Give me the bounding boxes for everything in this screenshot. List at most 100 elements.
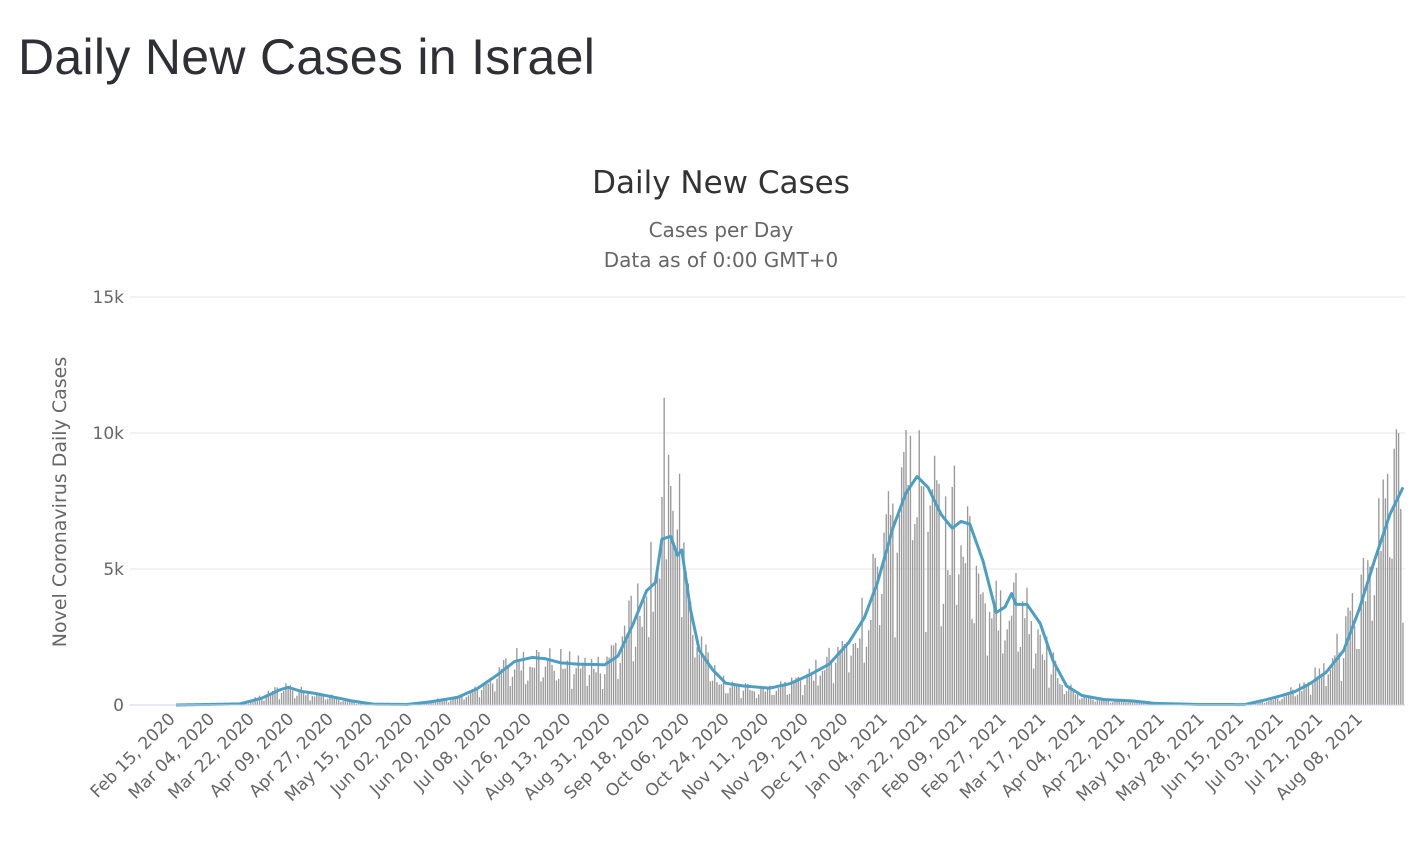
bar	[302, 691, 305, 705]
bar	[933, 455, 936, 705]
bar	[859, 638, 861, 705]
bar	[747, 683, 749, 705]
bar	[327, 698, 329, 705]
bar	[1320, 675, 1323, 705]
bar	[518, 661, 520, 705]
bar	[947, 570, 949, 705]
bar	[993, 599, 995, 705]
bar	[1061, 684, 1063, 705]
bar	[280, 692, 283, 705]
bar	[839, 650, 841, 705]
bar	[1378, 498, 1380, 705]
bar	[810, 674, 813, 705]
bar	[628, 600, 630, 705]
bar	[1389, 557, 1391, 705]
y-axis-ticks: 0 5k 10k 15k	[93, 288, 125, 716]
bar	[641, 626, 643, 705]
bar	[318, 695, 320, 705]
bar	[1059, 683, 1061, 705]
bar	[285, 683, 287, 705]
bar	[709, 681, 712, 705]
bar	[738, 683, 740, 705]
bar	[1085, 696, 1088, 705]
bar	[454, 696, 456, 705]
bar	[799, 680, 802, 705]
bar	[1391, 558, 1393, 705]
bar	[999, 590, 1002, 705]
bar	[645, 596, 648, 705]
bar	[505, 658, 507, 705]
bar	[1325, 686, 1327, 705]
bar	[307, 693, 309, 705]
bar	[795, 677, 797, 705]
bar	[265, 696, 267, 705]
bar	[1268, 700, 1270, 705]
bar	[733, 682, 736, 705]
bar	[1386, 473, 1389, 705]
bar	[634, 646, 637, 705]
bar	[931, 489, 934, 705]
bar	[1090, 697, 1092, 705]
bar	[960, 545, 962, 705]
bar	[1125, 702, 1127, 705]
bar	[766, 688, 769, 705]
bar	[964, 563, 967, 705]
bar	[487, 683, 489, 705]
bar	[755, 698, 758, 705]
bar	[744, 683, 747, 705]
bar	[714, 665, 716, 705]
bar	[507, 667, 509, 705]
bar	[782, 684, 784, 705]
bar	[1118, 700, 1121, 705]
bar	[841, 641, 843, 705]
bar	[1142, 702, 1145, 705]
bar	[445, 700, 448, 705]
bar	[478, 697, 481, 705]
bar	[1294, 696, 1296, 705]
bar	[1375, 567, 1378, 705]
bar	[927, 531, 929, 705]
bar	[988, 611, 991, 705]
bar	[1021, 601, 1024, 705]
bar	[311, 696, 314, 705]
bar	[1068, 689, 1070, 705]
bar	[568, 651, 571, 705]
bar	[1316, 676, 1318, 705]
bar	[320, 694, 322, 705]
y-tick-label: 0	[113, 696, 124, 716]
bar	[588, 674, 591, 705]
bar	[687, 583, 690, 705]
bar	[615, 642, 617, 705]
bar	[694, 657, 696, 705]
bar	[780, 681, 782, 705]
bar	[791, 677, 793, 705]
bar	[316, 694, 318, 705]
bar	[283, 690, 285, 705]
bar	[531, 667, 533, 705]
bar	[276, 687, 278, 705]
bar	[918, 430, 920, 705]
bar	[575, 668, 577, 705]
bar	[1131, 701, 1134, 705]
bar	[1254, 703, 1257, 705]
bar	[905, 430, 907, 705]
bar	[764, 691, 766, 705]
bar	[903, 452, 905, 705]
bar	[1046, 636, 1048, 705]
bar	[962, 556, 964, 705]
y-tick-label: 5k	[103, 560, 124, 580]
bar	[538, 652, 540, 705]
bar	[643, 600, 646, 705]
bar	[610, 645, 613, 705]
bar	[1307, 682, 1310, 705]
bar	[300, 686, 303, 705]
bar	[955, 604, 958, 705]
bar	[1037, 629, 1039, 705]
bar	[1327, 674, 1329, 705]
bar	[753, 691, 755, 705]
bar	[909, 435, 912, 705]
bar	[458, 696, 461, 705]
bar	[742, 690, 744, 705]
bar	[716, 682, 718, 705]
